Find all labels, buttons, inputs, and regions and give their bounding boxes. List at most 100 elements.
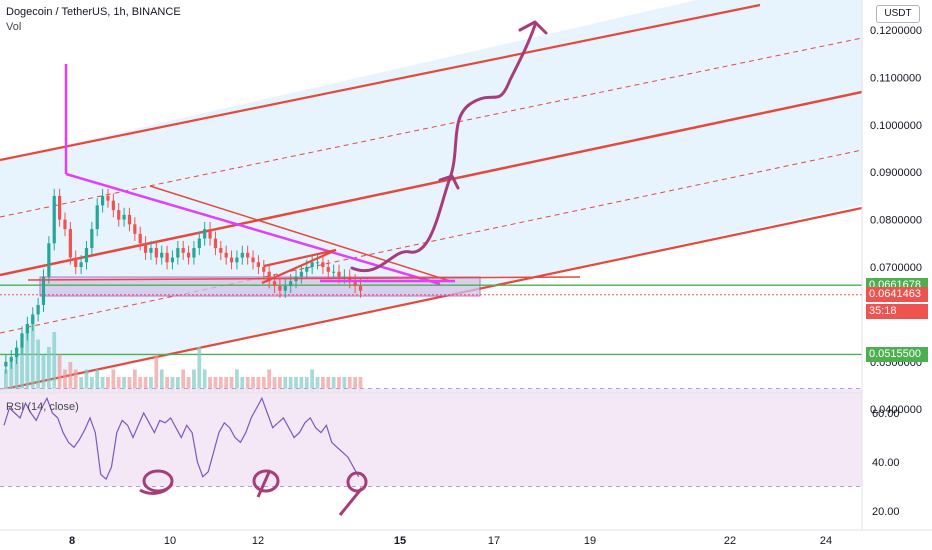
volume-bar xyxy=(14,354,19,392)
volume-bar xyxy=(52,332,57,392)
candle-body xyxy=(321,262,325,267)
volume-bar xyxy=(36,339,40,392)
volume-bar xyxy=(294,377,298,392)
candle-body xyxy=(68,229,72,258)
rsi-tick-label: 60.00 xyxy=(872,408,900,420)
time-tick-label: 10 xyxy=(164,535,176,547)
volume-bar xyxy=(20,347,24,392)
volume-legend[interactable]: Vol xyxy=(6,21,22,33)
volume-bar xyxy=(288,377,293,392)
projection-arrow-path xyxy=(350,23,537,273)
price-tick-label: 0.0700000 xyxy=(870,262,922,274)
volume-bar xyxy=(175,377,180,392)
rsi-line xyxy=(3,396,360,481)
candle-body xyxy=(106,195,110,201)
volume-bar xyxy=(122,377,126,392)
volume-bar xyxy=(143,377,148,392)
volume-bar xyxy=(73,369,78,392)
time-axis[interactable]: 8 10 12 15 17 19 22 24 xyxy=(69,535,832,547)
candle-body xyxy=(9,357,13,362)
volume-bar xyxy=(202,369,207,392)
time-tick-label: 19 xyxy=(584,535,596,547)
rsi-circle-annotation xyxy=(142,469,174,493)
candle-body xyxy=(47,243,51,277)
volume-bar xyxy=(347,377,352,392)
candle-body xyxy=(251,257,255,263)
candle-body xyxy=(208,229,212,239)
rsi-circle-annotation xyxy=(256,469,272,498)
candle-body xyxy=(229,257,234,263)
volume-bar xyxy=(251,377,255,392)
candle-body xyxy=(133,224,137,234)
volume-bar xyxy=(111,369,116,392)
volume-bar xyxy=(224,377,229,392)
symbol-title[interactable]: Dogecoin / TetherUS, 1h, BINANCE xyxy=(6,6,181,18)
rsi-legend[interactable]: RSI (14, close) xyxy=(6,401,79,413)
candle-body xyxy=(289,281,293,286)
candle-body xyxy=(149,248,153,253)
volume-bar xyxy=(278,377,282,392)
candle-body xyxy=(160,252,164,258)
price-tick-label: 0.0900000 xyxy=(870,167,922,179)
volume-bar xyxy=(30,317,35,392)
volume-bar xyxy=(235,369,239,392)
candle-body xyxy=(52,195,56,244)
rsi-band xyxy=(0,388,862,487)
candle-body xyxy=(95,205,99,230)
volume-bar xyxy=(154,354,159,392)
rsi-axis[interactable]: 60.00 40.00 20.00 xyxy=(872,408,900,518)
rsi-tick-label: 40.00 xyxy=(872,457,900,469)
candle-body xyxy=(358,285,363,291)
volume-bar xyxy=(331,377,336,392)
volume-bar xyxy=(310,369,315,392)
candle-body xyxy=(332,271,336,273)
candle-body xyxy=(138,233,142,244)
volume-bar xyxy=(127,377,132,392)
candle-body xyxy=(170,257,175,263)
volume-bar xyxy=(358,377,363,392)
candle-body xyxy=(41,276,46,305)
currency-button[interactable]: USDT xyxy=(876,5,920,23)
volume-bar xyxy=(283,377,288,392)
projection-arrow-head xyxy=(518,20,548,35)
candle-body xyxy=(315,262,320,264)
candle-body xyxy=(58,195,62,220)
volume-bar xyxy=(304,377,309,392)
time-tick-label: 24 xyxy=(820,535,832,547)
volume-bar xyxy=(100,377,105,392)
volume-bar xyxy=(116,377,121,392)
volume-bar xyxy=(106,377,110,392)
volume-bar xyxy=(9,362,14,392)
volume-bar xyxy=(170,377,175,392)
volume-bar xyxy=(197,347,202,392)
rsi-circle-annotation xyxy=(139,483,174,495)
price-tick-label: 0.0400000 xyxy=(870,404,922,416)
volume-bar xyxy=(79,377,83,392)
volume-bar xyxy=(256,377,261,392)
volume-bar xyxy=(208,377,212,392)
candle-body xyxy=(337,271,341,277)
volume-bar xyxy=(240,377,245,392)
volume-bar xyxy=(159,369,164,392)
projection-arrow-head xyxy=(438,174,460,190)
candle-body xyxy=(176,248,180,258)
candle-body xyxy=(278,285,282,291)
candle-body xyxy=(203,229,207,239)
rsi-circle-annotation xyxy=(252,469,280,493)
candle-body xyxy=(305,267,309,272)
candle-body xyxy=(20,333,24,348)
rsi-circle-annotation xyxy=(338,487,364,516)
candle-body xyxy=(165,252,169,263)
volume-bar xyxy=(84,369,89,392)
rsi-tick-label: 20.00 xyxy=(872,506,900,518)
channel-dashed-line xyxy=(0,149,862,334)
candle-body xyxy=(310,262,314,267)
candle-body xyxy=(4,361,8,367)
candle-body xyxy=(111,200,115,211)
candle-body xyxy=(63,219,67,230)
candle-body xyxy=(246,252,250,258)
price-badge: 0.0515500 xyxy=(866,346,928,362)
candle-body xyxy=(84,248,89,263)
candle-body xyxy=(186,252,191,258)
